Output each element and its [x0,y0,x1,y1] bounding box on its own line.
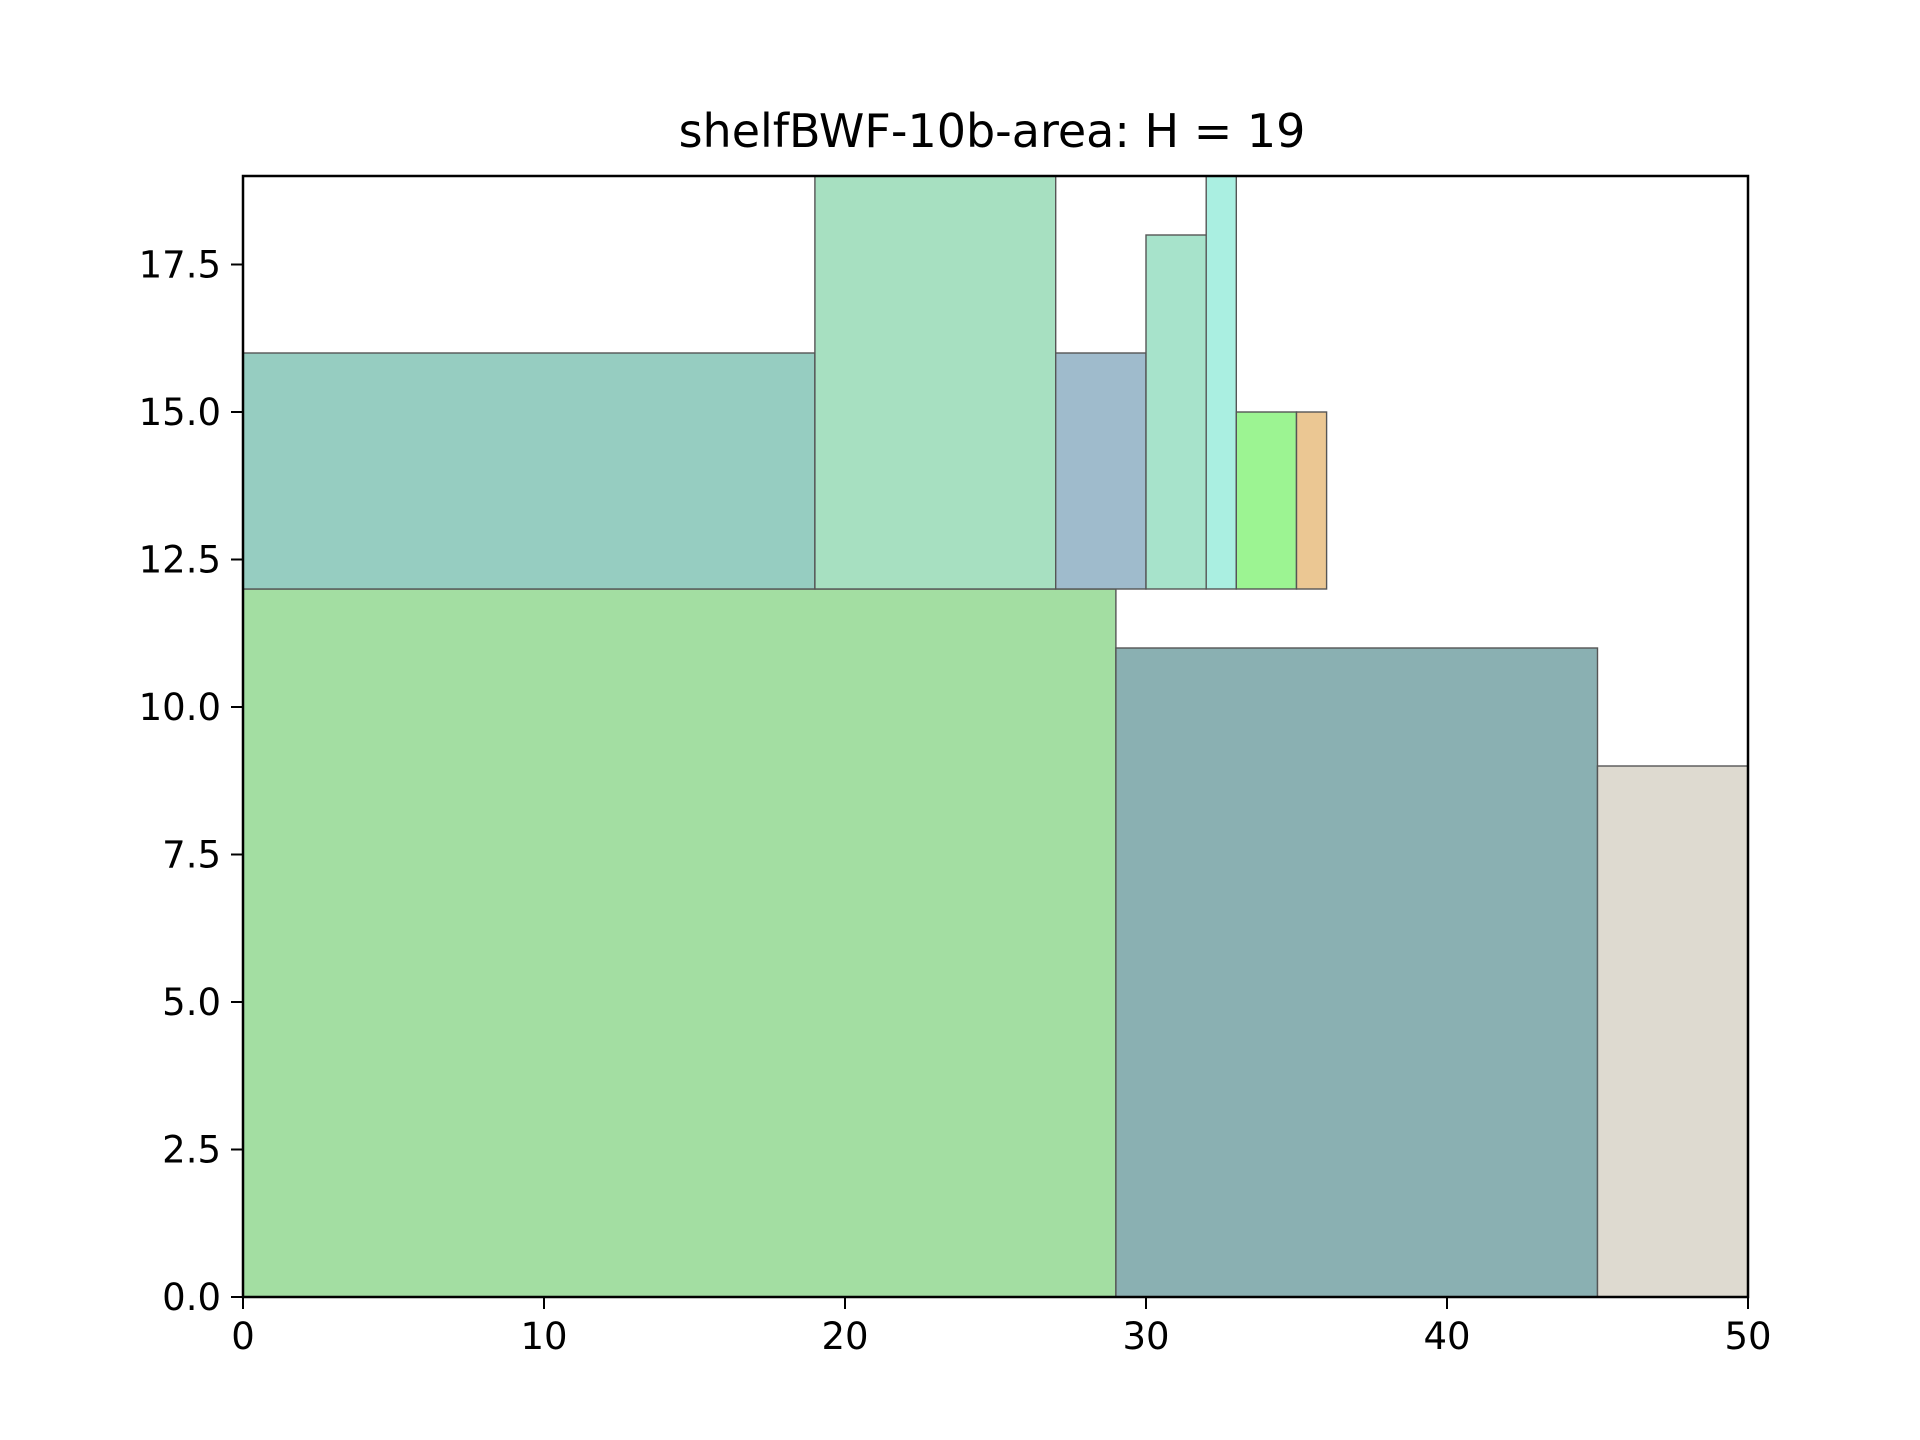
rectangle-3 [1596,765,1749,1298]
x-axis: 0 10 20 30 40 50 [231,1297,1772,1358]
y-axis: 0.0 2.5 5.0 7.5 10.0 12.5 15.0 17.5 [139,244,243,1319]
x-tick-label: 0 [231,1315,255,1358]
x-tick-label: 40 [1423,1315,1470,1358]
y-tick-label: 12.5 [139,539,221,582]
rectangle-4 [242,352,816,590]
rectangles-layer [242,175,1749,1298]
x-tick-label: 50 [1724,1315,1771,1358]
rectangle-2 [1115,647,1599,1298]
y-tick-label: 0.0 [162,1276,221,1319]
y-tick-label: 17.5 [139,244,221,287]
rectangle-8 [1205,175,1237,590]
y-tick-label: 5.0 [162,981,221,1024]
y-tick-label: 7.5 [162,834,221,877]
rectangle-5 [814,175,1057,590]
rectangle-1 [242,588,1117,1298]
y-tick-label: 10.0 [139,686,221,729]
y-tick-label: 2.5 [162,1129,221,1172]
rectangle-6 [1054,352,1147,590]
x-tick-label: 10 [520,1315,567,1358]
rectangle-9 [1235,411,1298,590]
y-tick-label: 15.0 [139,391,221,434]
chart-title: shelfBWF-10b-area: H = 19 [679,104,1306,158]
x-tick-label: 20 [821,1315,868,1358]
rectangle-7 [1145,234,1207,590]
plot-frame [241,174,1750,1299]
rectangle-10 [1295,411,1328,590]
x-tick-label: 30 [1122,1315,1169,1358]
